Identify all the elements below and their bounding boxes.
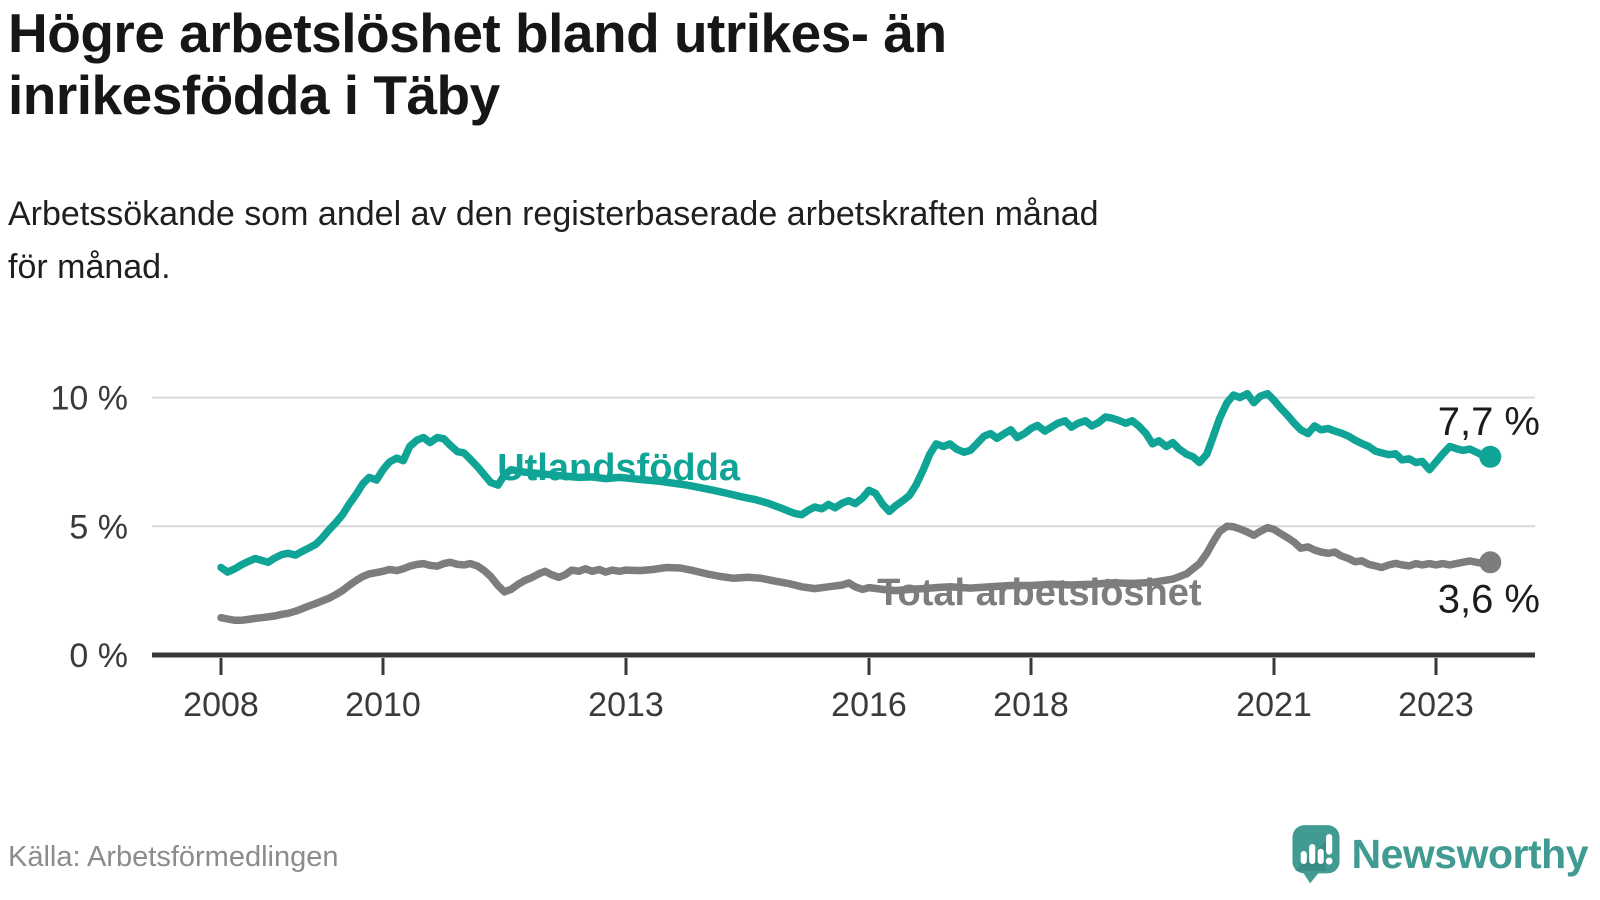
x-tick-label: 2021 bbox=[1236, 686, 1312, 724]
series-end-dot-utlandsfodda bbox=[1479, 445, 1502, 468]
x-tick-label: 2008 bbox=[183, 686, 259, 724]
series-line-total bbox=[217, 522, 1495, 625]
title-line-2: inrikesfödda i Täby bbox=[8, 64, 500, 127]
x-tick-label: 2013 bbox=[588, 686, 664, 724]
end-value-label-total: 3,6 % bbox=[1438, 577, 1540, 621]
y-tick-label: 0 % bbox=[69, 637, 128, 675]
series-label-utlandsfodda: Utlandsfödda bbox=[497, 447, 741, 489]
subtitle-line-2: för månad. bbox=[8, 247, 171, 286]
x-tick-label: 2018 bbox=[993, 686, 1069, 724]
x-tick-label: 2016 bbox=[831, 686, 907, 724]
source-note: Källa: Arbetsförmedlingen bbox=[8, 841, 339, 873]
series-label-total: Total arbetslöshet bbox=[877, 572, 1202, 614]
series-line-utlandsfodda bbox=[217, 389, 1495, 576]
y-tick-label: 10 % bbox=[51, 380, 129, 418]
x-tick-label: 2010 bbox=[345, 686, 421, 724]
newsworthy-brand: Newsworthy bbox=[1290, 824, 1589, 884]
newsworthy-logo-icon bbox=[1291, 825, 1340, 884]
title-line-1: Högre arbetslöshet bland utrikes- än bbox=[8, 2, 947, 64]
series-end-dot-total bbox=[1479, 551, 1502, 574]
x-tick-label: 2023 bbox=[1398, 686, 1474, 724]
page-title: Högre arbetslöshet bland utrikes- än inri… bbox=[8, 2, 947, 126]
subtitle-line-1: Arbetssökande som andel av den registerb… bbox=[8, 195, 1099, 233]
y-tick-label: 5 % bbox=[69, 508, 128, 546]
chart-subtitle: Arbetssökande som andel av den registerb… bbox=[8, 188, 1099, 293]
newsworthy-logo-text: Newsworthy bbox=[1351, 830, 1589, 877]
end-value-label-utlandsfodda: 7,7 % bbox=[1438, 400, 1540, 444]
